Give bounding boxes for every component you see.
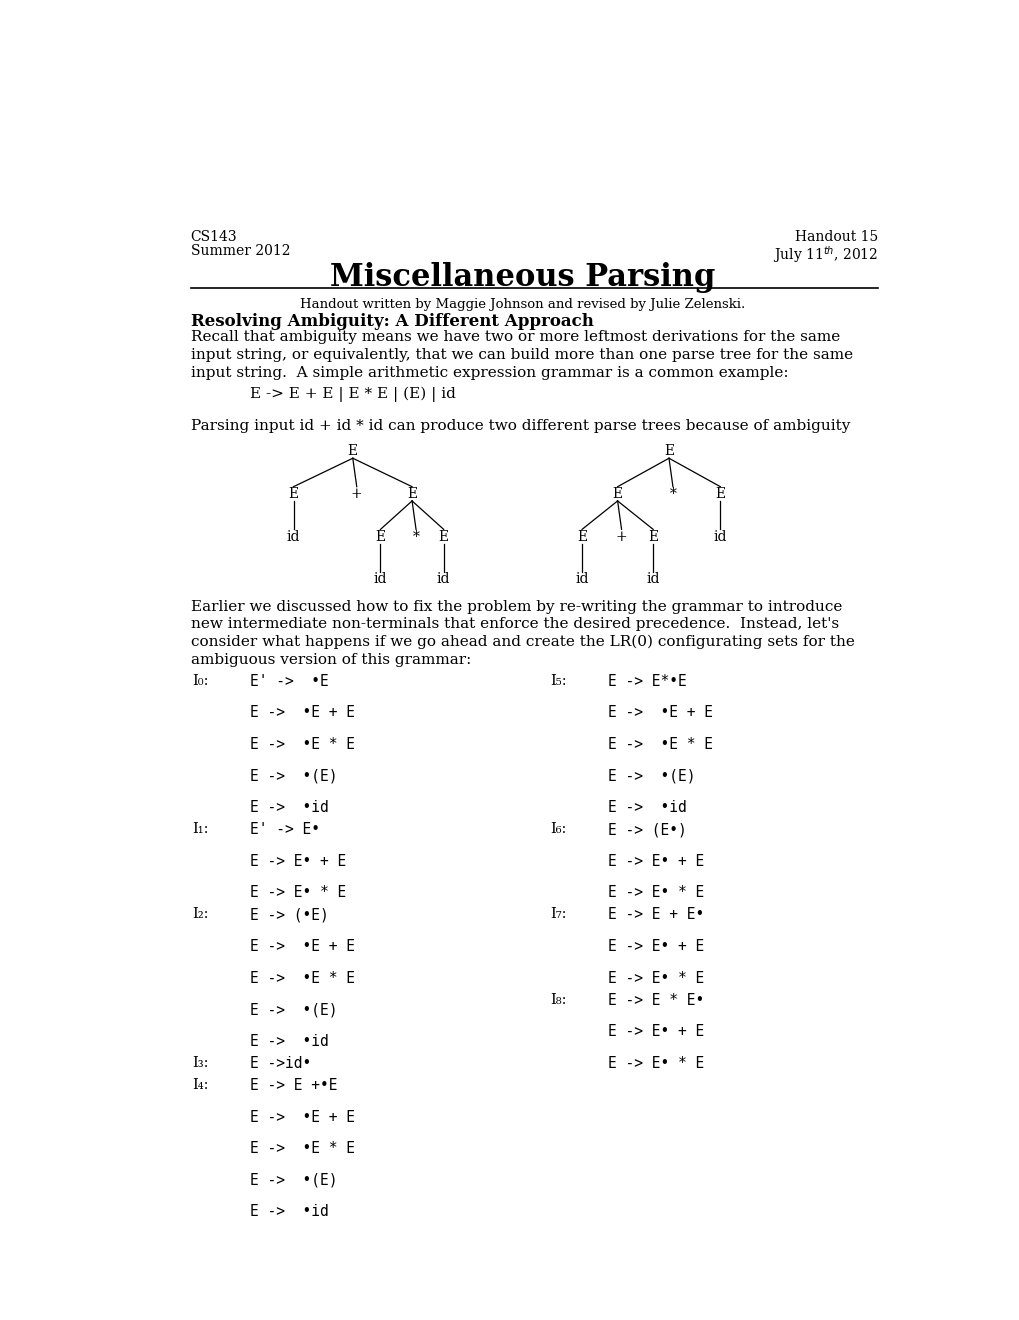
Text: E -> E• + E: E -> E• + E <box>607 939 704 954</box>
Text: consider what happens if we go ahead and create the LR(0) configurating sets for: consider what happens if we go ahead and… <box>191 635 854 649</box>
Text: I₃:: I₃: <box>193 1056 209 1071</box>
Text: Earlier we discussed how to fix the problem by re-writing the grammar to introdu: Earlier we discussed how to fix the prob… <box>191 599 842 614</box>
Text: E -> E• * E: E -> E• * E <box>250 886 345 900</box>
Text: E -> E• + E: E -> E• + E <box>250 854 345 869</box>
Text: new intermediate non-terminals that enforce the desired precedence.  Instead, le: new intermediate non-terminals that enfo… <box>191 618 838 631</box>
Text: input string.  A simple arithmetic expression grammar is a common example:: input string. A simple arithmetic expres… <box>191 366 788 380</box>
Text: E -> E + E•: E -> E + E• <box>607 907 704 923</box>
Text: Recall that ambiguity means we have two or more leftmost derivations for the sam: Recall that ambiguity means we have two … <box>191 330 840 345</box>
Text: E ->  •E * E: E -> •E * E <box>250 1142 355 1156</box>
Text: id: id <box>713 529 727 544</box>
Text: E: E <box>663 444 674 458</box>
Text: id: id <box>436 572 450 586</box>
Text: E: E <box>375 529 385 544</box>
Text: CS143: CS143 <box>191 230 237 244</box>
Text: I₁:: I₁: <box>193 822 209 836</box>
Text: E -> (E•): E -> (E•) <box>607 822 686 837</box>
Text: I₇:: I₇: <box>550 907 567 921</box>
Text: E: E <box>612 487 622 500</box>
Text: E ->  •(E): E -> •(E) <box>250 1002 337 1016</box>
Text: id: id <box>575 572 588 586</box>
Text: E ->id•: E ->id• <box>250 1056 311 1071</box>
Text: E ->  •id: E -> •id <box>607 800 686 814</box>
Text: E ->  •E * E: E -> •E * E <box>607 737 712 751</box>
Text: input string, or equivalently, that we can build more than one parse tree for th: input string, or equivalently, that we c… <box>191 348 852 362</box>
Text: E ->  •E + E: E -> •E + E <box>250 1110 355 1125</box>
Text: I₂:: I₂: <box>193 907 209 921</box>
Text: E ->  •id: E -> •id <box>250 800 328 814</box>
Text: E ->  •(E): E -> •(E) <box>250 768 337 783</box>
Text: *: * <box>413 529 419 544</box>
Text: I₀:: I₀: <box>193 673 209 688</box>
Text: E -> E +•E: E -> E +•E <box>250 1078 337 1093</box>
Text: E -> (•E): E -> (•E) <box>250 907 328 923</box>
Text: E ->  •E * E: E -> •E * E <box>250 737 355 751</box>
Text: +: + <box>615 529 627 544</box>
Text: E -> E• * E: E -> E• * E <box>607 970 704 986</box>
Text: I₈:: I₈: <box>550 993 567 1007</box>
Text: E ->  •E + E: E -> •E + E <box>250 705 355 721</box>
Text: E -> E• * E: E -> E• * E <box>607 1056 704 1071</box>
Text: Miscellaneous Parsing: Miscellaneous Parsing <box>330 263 714 293</box>
Text: E: E <box>288 487 299 500</box>
Text: E ->  •id: E -> •id <box>250 1034 328 1048</box>
Text: July 11$^{th}$, 2012: July 11$^{th}$, 2012 <box>772 244 877 265</box>
Text: Parsing input id + id * id can produce two different parse trees because of ambi: Parsing input id + id * id can produce t… <box>191 418 849 433</box>
Text: E -> E + E | E * E | (E) | id: E -> E + E | E * E | (E) | id <box>250 387 455 403</box>
Text: E' -> E•: E' -> E• <box>250 822 320 837</box>
Text: E ->  •E * E: E -> •E * E <box>250 970 355 986</box>
Text: E ->  •(E): E -> •(E) <box>250 1172 337 1188</box>
Text: ambiguous version of this grammar:: ambiguous version of this grammar: <box>191 653 471 667</box>
Text: E ->  •(E): E -> •(E) <box>607 768 695 783</box>
Text: Handout 15: Handout 15 <box>795 230 877 244</box>
Text: E: E <box>347 444 358 458</box>
Text: id: id <box>373 572 387 586</box>
Text: id: id <box>646 572 659 586</box>
Text: I₅:: I₅: <box>550 673 567 688</box>
Text: E -> E• * E: E -> E• * E <box>607 886 704 900</box>
Text: E -> E• + E: E -> E• + E <box>607 1024 704 1039</box>
Text: E -> E*•E: E -> E*•E <box>607 673 686 689</box>
Text: I₄:: I₄: <box>193 1078 209 1092</box>
Text: E: E <box>438 529 448 544</box>
Text: E: E <box>647 529 657 544</box>
Text: Resolving Ambiguity: A Different Approach: Resolving Ambiguity: A Different Approac… <box>191 313 593 330</box>
Text: I₆:: I₆: <box>550 822 567 836</box>
Text: Summer 2012: Summer 2012 <box>191 244 290 257</box>
Text: E: E <box>714 487 725 500</box>
Text: Handout written by Maggie Johnson and revised by Julie Zelenski.: Handout written by Maggie Johnson and re… <box>300 297 745 310</box>
Text: E: E <box>577 529 587 544</box>
Text: E ->  •id: E -> •id <box>250 1204 328 1220</box>
Text: *: * <box>668 487 676 500</box>
Text: E' ->  •E: E' -> •E <box>250 673 328 689</box>
Text: +: + <box>351 487 362 500</box>
Text: E ->  •E + E: E -> •E + E <box>250 939 355 954</box>
Text: E -> E * E•: E -> E * E• <box>607 993 704 1008</box>
Text: id: id <box>286 529 300 544</box>
Text: E: E <box>407 487 417 500</box>
Text: E ->  •E + E: E -> •E + E <box>607 705 712 721</box>
Text: E -> E• + E: E -> E• + E <box>607 854 704 869</box>
